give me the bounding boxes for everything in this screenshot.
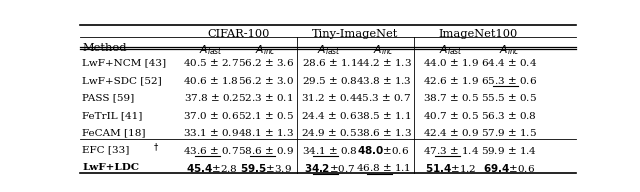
- Text: 64.4 $\pm$ 0.4: 64.4 $\pm$ 0.4: [481, 57, 537, 69]
- Text: LwF+SDC [52]: LwF+SDC [52]: [83, 76, 162, 85]
- Text: Tiny-ImageNet: Tiny-ImageNet: [312, 29, 399, 39]
- Text: 37.8 $\pm$ 0.2: 37.8 $\pm$ 0.2: [184, 92, 239, 103]
- Text: ImageNet100: ImageNet100: [438, 29, 518, 39]
- Text: 33.1 $\pm$ 0.9: 33.1 $\pm$ 0.9: [183, 127, 239, 138]
- Text: CIFAR-100: CIFAR-100: [207, 29, 269, 39]
- Text: $A_{inc}$: $A_{inc}$: [499, 43, 520, 57]
- Text: 44.0 $\pm$ 1.9: 44.0 $\pm$ 1.9: [423, 57, 479, 69]
- Text: $A_{last}$: $A_{last}$: [317, 43, 342, 57]
- Text: PASS [59]: PASS [59]: [83, 93, 135, 102]
- Text: $\mathbf{69.4}$$\pm$0.6: $\mathbf{69.4}$$\pm$0.6: [483, 162, 535, 174]
- Text: 29.5 $\pm$ 0.8: 29.5 $\pm$ 0.8: [301, 75, 357, 86]
- Text: 65.3 $\pm$ 0.6: 65.3 $\pm$ 0.6: [481, 75, 537, 86]
- Text: 28.6 $\pm$ 1.1: 28.6 $\pm$ 1.1: [302, 57, 357, 69]
- Text: LwF+LDC: LwF+LDC: [83, 163, 140, 172]
- Text: 42.4 $\pm$ 0.9: 42.4 $\pm$ 0.9: [423, 127, 479, 138]
- Text: 55.5 $\pm$ 0.5: 55.5 $\pm$ 0.5: [481, 92, 537, 103]
- Text: $\mathbf{45.4}$$\pm$2.8: $\mathbf{45.4}$$\pm$2.8: [186, 162, 237, 174]
- Text: 38.7 $\pm$ 0.5: 38.7 $\pm$ 0.5: [423, 92, 479, 103]
- Text: 56.2 $\pm$ 3.0: 56.2 $\pm$ 3.0: [238, 75, 294, 86]
- Text: 43.8 $\pm$ 1.3: 43.8 $\pm$ 1.3: [356, 75, 412, 86]
- Text: 47.3 $\pm$ 1.4: 47.3 $\pm$ 1.4: [423, 145, 479, 156]
- Text: 56.2 $\pm$ 3.6: 56.2 $\pm$ 3.6: [238, 57, 294, 69]
- Text: LwF+NCM [43]: LwF+NCM [43]: [83, 59, 166, 67]
- Text: Method: Method: [83, 43, 127, 53]
- Text: 40.5 $\pm$ 2.7: 40.5 $\pm$ 2.7: [183, 57, 239, 69]
- Text: $A_{inc}$: $A_{inc}$: [255, 43, 276, 57]
- Text: 24.9 $\pm$ 0.5: 24.9 $\pm$ 0.5: [301, 127, 358, 138]
- Text: 42.6 $\pm$ 1.9: 42.6 $\pm$ 1.9: [423, 75, 479, 86]
- Text: 44.2 $\pm$ 1.3: 44.2 $\pm$ 1.3: [356, 57, 412, 69]
- Text: 56.3 $\pm$ 0.8: 56.3 $\pm$ 0.8: [481, 110, 537, 121]
- Text: 46.8 $\pm$ 1.1: 46.8 $\pm$ 1.1: [356, 162, 411, 173]
- Text: 24.4 $\pm$ 0.6: 24.4 $\pm$ 0.6: [301, 110, 358, 121]
- Text: $A_{inc}$: $A_{inc}$: [373, 43, 394, 57]
- Text: 34.1 $\pm$ 0.8: 34.1 $\pm$ 0.8: [301, 145, 357, 156]
- Text: 57.9 $\pm$ 1.5: 57.9 $\pm$ 1.5: [481, 127, 537, 138]
- Text: 38.5 $\pm$ 1.1: 38.5 $\pm$ 1.1: [356, 110, 412, 121]
- Text: $\mathbf{51.4}$$\pm$1.2: $\mathbf{51.4}$$\pm$1.2: [425, 162, 477, 174]
- Text: EFC [33]: EFC [33]: [83, 146, 130, 155]
- Text: FeCAM [18]: FeCAM [18]: [83, 128, 146, 137]
- Text: 48.1 $\pm$ 1.3: 48.1 $\pm$ 1.3: [238, 127, 294, 138]
- Text: 31.2 $\pm$ 0.4: 31.2 $\pm$ 0.4: [301, 92, 358, 103]
- Text: $A_{last}$: $A_{last}$: [439, 43, 463, 57]
- Text: 38.6 $\pm$ 1.3: 38.6 $\pm$ 1.3: [356, 127, 412, 138]
- Text: 52.3 $\pm$ 0.1: 52.3 $\pm$ 0.1: [238, 92, 294, 103]
- Text: $\mathbf{48.0}$$\pm$0.6: $\mathbf{48.0}$$\pm$0.6: [358, 144, 410, 156]
- Text: $\dagger$: $\dagger$: [154, 141, 159, 153]
- Text: 52.1 $\pm$ 0.5: 52.1 $\pm$ 0.5: [238, 110, 294, 121]
- Text: $\mathbf{59.5}$$\pm$3.9: $\mathbf{59.5}$$\pm$3.9: [240, 162, 292, 174]
- Text: 59.9 $\pm$ 1.4: 59.9 $\pm$ 1.4: [481, 145, 537, 156]
- Text: 43.6 $\pm$ 0.7: 43.6 $\pm$ 0.7: [183, 145, 239, 156]
- Text: 40.6 $\pm$ 1.8: 40.6 $\pm$ 1.8: [184, 75, 239, 86]
- Text: FeTrIL [41]: FeTrIL [41]: [83, 111, 143, 120]
- Text: 37.0 $\pm$ 0.6: 37.0 $\pm$ 0.6: [183, 110, 239, 121]
- Text: 58.6 $\pm$ 0.9: 58.6 $\pm$ 0.9: [238, 145, 294, 156]
- Text: $\mathbf{34.2}$$\pm$0.7: $\mathbf{34.2}$$\pm$0.7: [304, 162, 355, 174]
- Text: 40.7 $\pm$ 0.5: 40.7 $\pm$ 0.5: [423, 110, 479, 121]
- Text: 45.3 $\pm$ 0.7: 45.3 $\pm$ 0.7: [355, 92, 412, 103]
- Text: $A_{last}$: $A_{last}$: [200, 43, 223, 57]
